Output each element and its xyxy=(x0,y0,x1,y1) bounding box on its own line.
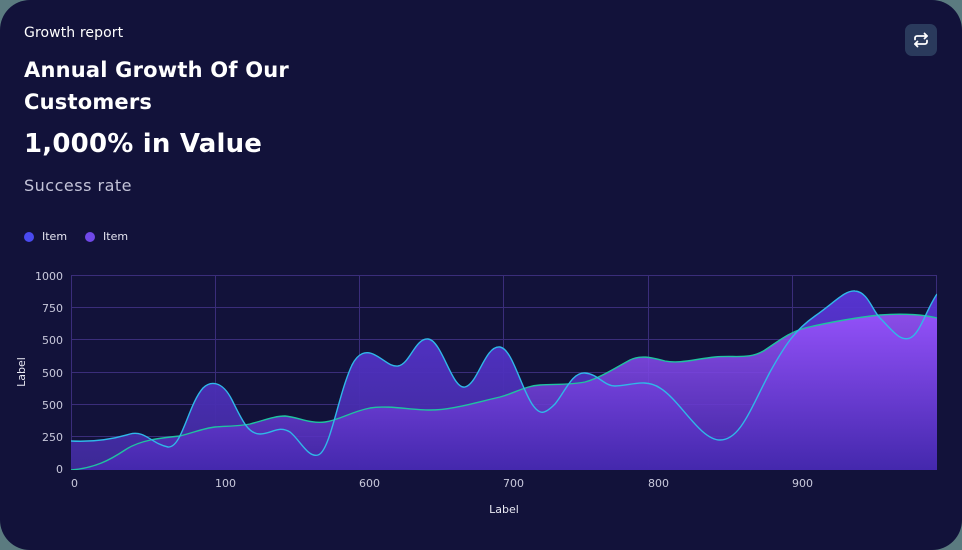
svg-text:600: 600 xyxy=(359,477,380,490)
x-axis-label: Label xyxy=(489,503,519,516)
svg-text:1000: 1000 xyxy=(35,270,63,283)
svg-text:700: 700 xyxy=(503,477,524,490)
svg-text:900: 900 xyxy=(792,477,813,490)
x-axis: 0 100 600 700 800 900 xyxy=(71,477,813,490)
svg-text:750: 750 xyxy=(42,302,63,315)
svg-text:500: 500 xyxy=(42,334,63,347)
svg-text:100: 100 xyxy=(215,477,236,490)
legend-label: Item xyxy=(103,230,129,243)
legend-label: Item xyxy=(42,230,68,243)
series-2-line xyxy=(71,313,937,470)
chart-legend: Item Item xyxy=(24,230,146,243)
svg-text:0: 0 xyxy=(56,463,63,476)
legend-dot-icon xyxy=(24,231,34,242)
card-subtitle: Success rate xyxy=(24,176,132,195)
headline-value: 1,000% in Value xyxy=(24,129,263,159)
legend-item-1[interactable]: Item xyxy=(24,230,67,243)
legend-item-2[interactable]: Item xyxy=(85,230,128,243)
svg-text:250: 250 xyxy=(42,431,63,444)
card-eyebrow: Growth report xyxy=(24,25,124,41)
swap-arrows-icon xyxy=(914,32,928,48)
svg-text:0: 0 xyxy=(71,477,78,490)
y-axis-label: Label xyxy=(15,357,28,387)
series-1-area xyxy=(71,290,937,470)
series-1-line xyxy=(71,290,937,456)
swap-button[interactable] xyxy=(905,24,937,56)
svg-text:800: 800 xyxy=(648,477,669,490)
card-title: Annual Growth Of Our Customers xyxy=(24,58,289,114)
svg-text:500: 500 xyxy=(42,367,63,380)
legend-dot-icon xyxy=(85,231,96,242)
svg-text:500: 500 xyxy=(42,399,63,412)
y-axis: 1000 750 500 500 500 250 0 xyxy=(35,270,63,476)
